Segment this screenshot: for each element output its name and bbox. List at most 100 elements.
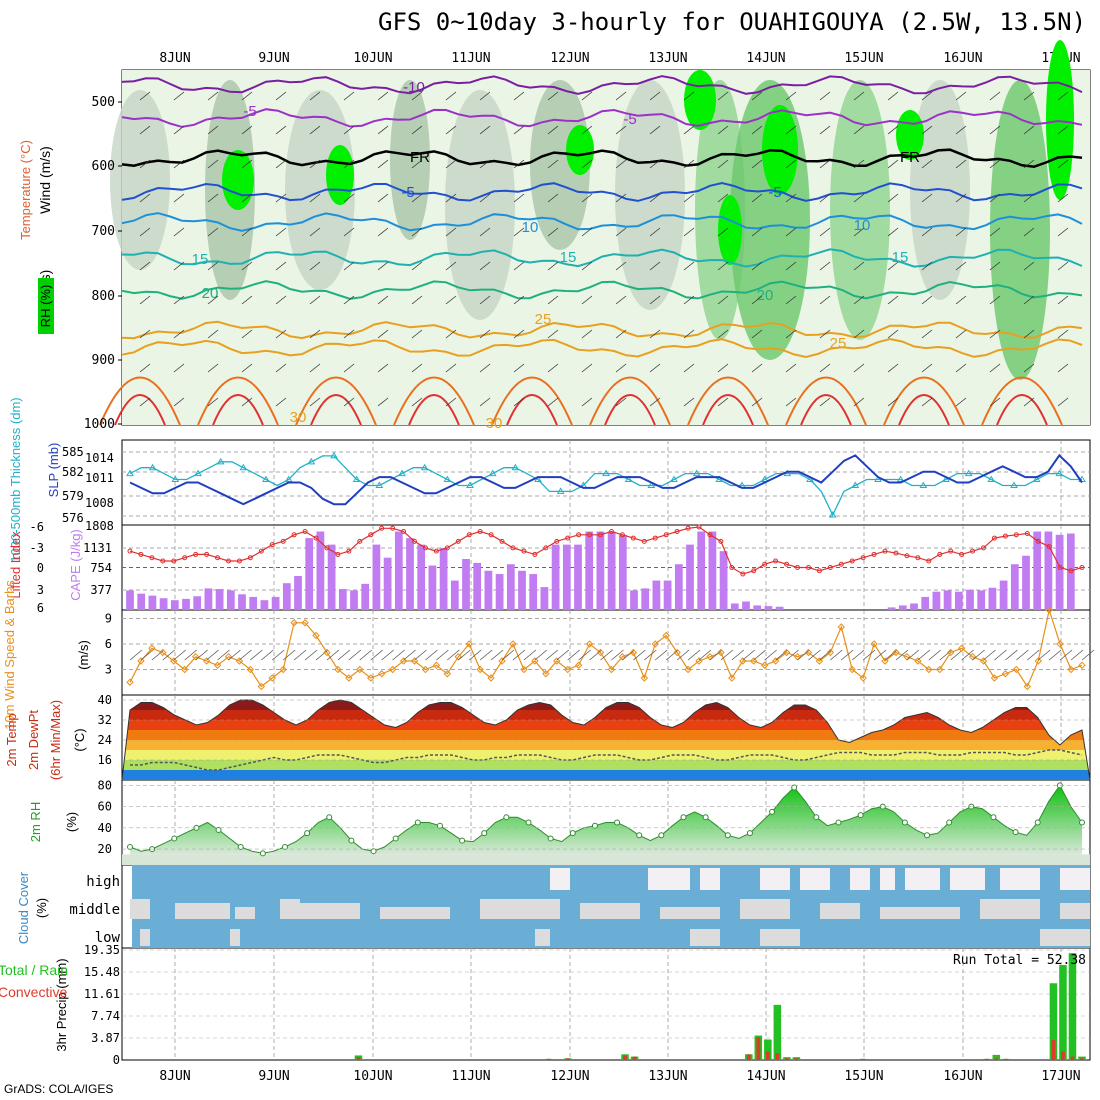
wind-barb: [547, 329, 559, 339]
thickness-point: [262, 475, 270, 483]
cloud-middle-bar: [380, 907, 450, 919]
precip-convective-bar: [1070, 1056, 1075, 1060]
cape-bar: [1033, 531, 1042, 610]
rh-ylabel-unit: (%): [64, 812, 79, 832]
cape-bar: [450, 580, 459, 610]
slp-ytick: 1008: [85, 496, 114, 510]
wind-barb: [513, 125, 525, 135]
lifted-index-point: [412, 538, 418, 544]
precip-convective-bar: [1061, 1051, 1065, 1060]
wind-barb: [479, 125, 491, 135]
precip-total-bar: [773, 1004, 782, 1060]
wind-barb: [751, 261, 763, 271]
contour-label: 25: [535, 311, 552, 328]
cape-bar: [1066, 533, 1075, 610]
wind-speed-point: [345, 674, 353, 682]
thickness-point: [874, 475, 882, 483]
lifted-index-point: [258, 548, 264, 554]
lifted-index-point: [838, 561, 844, 567]
wind-barb: [581, 329, 593, 339]
lifted-index-point: [1068, 568, 1074, 574]
cloud-middle-bar: [175, 903, 230, 919]
temperature-contour: [121, 280, 1083, 300]
upper-ylabel-wind: Wind (m/s): [37, 146, 53, 214]
wind-barb: [853, 125, 865, 135]
thickness-point: [964, 469, 973, 477]
rh-area: [130, 785, 1082, 855]
wind-barb: [921, 363, 933, 373]
wind-speed-point: [870, 640, 878, 648]
lifted-index-point: [466, 532, 472, 538]
wind-barb: [644, 649, 657, 661]
lifted-index-point: [576, 532, 582, 538]
wind-barb: [683, 227, 695, 237]
rh-point: [436, 822, 443, 829]
wind-barb: [241, 125, 253, 135]
wind-barb: [377, 91, 389, 101]
wind-barb: [819, 159, 831, 169]
wind-barb: [615, 397, 627, 407]
wind-barb: [411, 397, 423, 407]
wind-barb: [343, 125, 355, 135]
rh-point: [127, 843, 133, 850]
wind-barb: [241, 363, 253, 373]
wind-ylabel-unit: (m/s): [76, 640, 91, 670]
warm-contour: [883, 376, 965, 426]
minmax-ylabel: (6hr Min/Max): [48, 700, 63, 780]
wind-barb: [615, 329, 627, 339]
wind-barb: [665, 649, 679, 661]
precip-ytick: 15.48: [84, 965, 120, 979]
wind-barb: [411, 125, 423, 135]
wind-barb: [309, 227, 321, 237]
cape-bar: [462, 559, 470, 610]
rh-point: [392, 835, 399, 842]
rh-ylabel: 2m RH: [28, 802, 43, 842]
cloud-high-bar: [800, 868, 830, 890]
wind-barb: [377, 329, 389, 339]
wind-barb: [139, 227, 151, 237]
thickness-point: [126, 469, 134, 477]
wind-barb: [309, 159, 321, 169]
rh-point: [215, 826, 222, 833]
wind-barb: [343, 295, 355, 305]
cape-bar: [708, 531, 717, 610]
thickness-point: [466, 481, 474, 488]
slp-ytick: 1014: [85, 451, 114, 465]
wind-barb: [622, 649, 635, 661]
precip-convective-bar: [765, 1051, 770, 1060]
wind-barb: [207, 295, 219, 305]
precip-convective-bar: [1080, 1058, 1084, 1060]
wind-barb: [241, 159, 253, 169]
wind-barb: [1057, 125, 1069, 135]
contour-label: 15: [192, 251, 209, 268]
rh-point: [835, 819, 842, 826]
wind-barb: [1016, 649, 1029, 661]
cape-bar: [562, 544, 571, 610]
wind-barb: [955, 295, 967, 305]
thickness-line: [129, 455, 1082, 517]
wind-barb: [184, 649, 197, 661]
wind-speed-point: [213, 661, 222, 669]
wind-barb: [649, 125, 661, 135]
temp-ytick: 16: [98, 753, 112, 767]
wind-barb: [458, 649, 471, 661]
wind-speed-point: [148, 644, 156, 652]
cape-bar: [999, 580, 1008, 610]
lifted-index-point: [805, 565, 811, 570]
wind-barb: [139, 125, 151, 135]
wind-barb: [479, 363, 491, 373]
wind-barb: [445, 261, 457, 271]
wind-speed-point: [717, 648, 725, 657]
wind-barb: [228, 649, 241, 661]
rh-point: [547, 835, 554, 842]
day-label-bottom: 12JUN: [550, 1069, 589, 1084]
wind-speed-point: [826, 648, 835, 657]
wind-barb: [173, 295, 185, 305]
thickness-point: [828, 511, 837, 518]
cape-bar: [1044, 531, 1053, 610]
lifted-index-point: [433, 548, 439, 554]
wind-barb: [545, 649, 559, 661]
wind-barb: [1027, 649, 1040, 661]
wind-barb: [343, 397, 355, 407]
